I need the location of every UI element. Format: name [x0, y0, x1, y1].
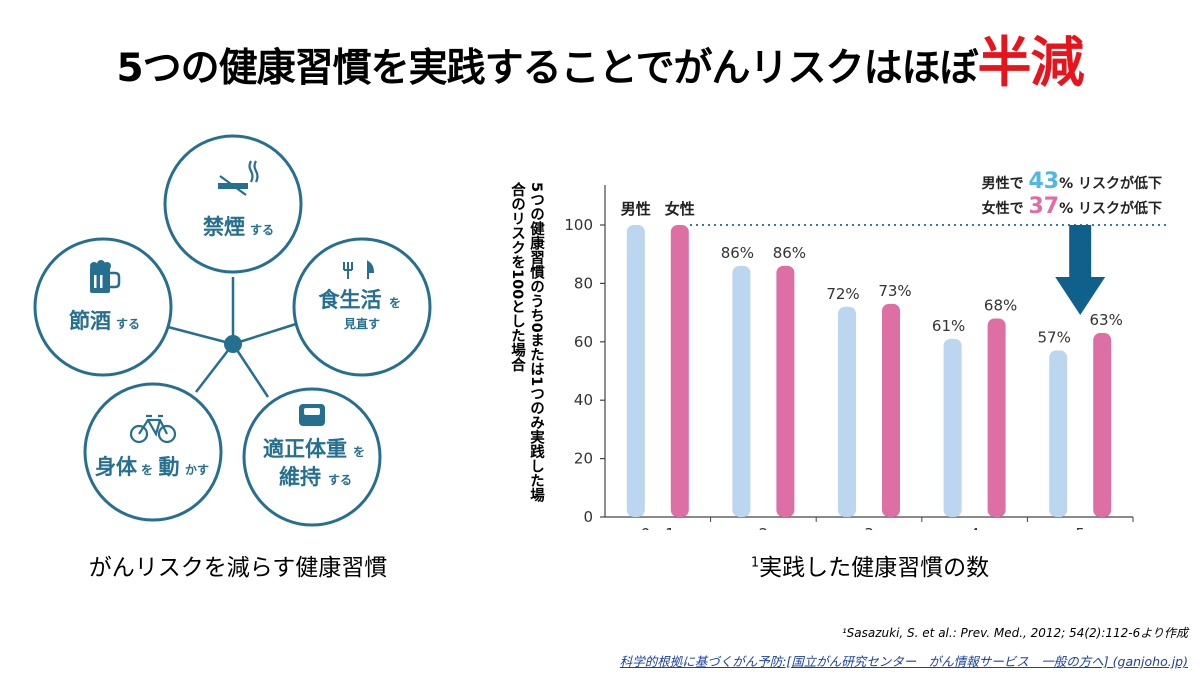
data-label: 57%	[1038, 329, 1071, 347]
bar-male	[732, 265, 751, 517]
habit-no-smoking: 禁煙 する	[163, 134, 303, 274]
habit-suffix: する	[250, 223, 274, 237]
habit-label: 身体	[95, 455, 138, 479]
habit-label-2: 動	[159, 455, 180, 479]
scale-icon	[299, 404, 325, 426]
reference-text: ¹Sasazuki, S. et al.: Prev. Med., 2012; …	[841, 626, 1188, 640]
habit-label: 節酒	[69, 309, 111, 333]
x-tick-label: 3	[864, 525, 874, 530]
y-tick-label: 0	[583, 508, 593, 526]
x-axis-label: 1実践した健康習慣の数	[600, 548, 1140, 582]
x-tick-label: 0〜1	[641, 525, 675, 530]
connector-line	[167, 325, 234, 346]
habit-diet: 食生活 を 見直す	[292, 237, 432, 377]
no-smoking-icon	[218, 160, 259, 196]
habit-exercise: 身体 を 動 かす	[83, 382, 223, 522]
habit-label: 食生活	[319, 288, 382, 312]
y-tick-label: 100	[564, 216, 593, 234]
x-tick-label: 2	[759, 525, 769, 530]
down-arrow-icon	[1055, 225, 1106, 315]
data-label: 61%	[932, 317, 965, 335]
annotation-text: 女性で 37% リスクが低下	[982, 194, 1162, 219]
habit-suffix: を	[389, 296, 401, 310]
hub-dot	[224, 335, 242, 353]
x-tick-label: 5	[1075, 525, 1085, 530]
habit-suffix: を	[353, 445, 365, 459]
habit-suffix-2: する	[328, 473, 352, 487]
data-label: 72%	[826, 285, 859, 303]
bar-female	[882, 303, 900, 517]
data-label: 68%	[984, 296, 1017, 314]
bar-female	[670, 225, 689, 517]
habit-weight: 適正体重 を 維持 する	[242, 387, 382, 527]
habit-suffix: する	[116, 317, 140, 331]
bar-female	[987, 318, 1006, 517]
habit-label: 適正体重	[263, 437, 347, 461]
habit-suffix: を	[141, 463, 153, 477]
source-link[interactable]: 科学的根拠に基づくがん予防:[国立がん研究センター がん情報サービス 一般の方へ…	[619, 654, 1188, 669]
y-tick-label: 20	[574, 450, 593, 468]
y-axis: 0 20 40 60 80 100 0〜1 2 3 4 5	[564, 185, 1168, 530]
x-axis-label-text: 実践した健康習慣の数	[759, 555, 990, 581]
risk-bar-chart: 0 20 40 60 80 100 0〜1 2 3 4 5 86% 86% 72% 73% 61% 68% 57…	[564, 169, 1168, 530]
connector-line	[231, 343, 270, 398]
legend-female: 女性	[665, 200, 695, 218]
bar-male	[1049, 350, 1068, 517]
beer-mug-icon	[90, 260, 121, 293]
fork-knife-icon	[343, 260, 375, 279]
data-label: 86%	[721, 244, 754, 262]
habit-moderate-drinking: 節酒 する	[33, 237, 173, 377]
connector-line	[195, 343, 234, 393]
data-label: 86%	[773, 244, 806, 262]
diagram-caption: がんリスクを減らす健康習慣	[88, 555, 388, 581]
connector-line	[232, 322, 297, 346]
data-label: 73%	[878, 282, 911, 300]
slide-title: 5つの健康習慣を実践することでがんリスクはほぼ半減	[0, 18, 1200, 97]
x-axis-label-sup: 1	[750, 555, 760, 571]
annotation-text: 男性で 43% リスクが低下	[982, 169, 1162, 194]
bar-female	[1093, 333, 1112, 517]
title-emphasis: 半減	[977, 31, 1084, 94]
bar-male	[838, 306, 856, 517]
bicycle-icon	[129, 414, 177, 444]
data-label: 63%	[1090, 311, 1123, 329]
legend-male: 男性	[621, 200, 651, 218]
y-tick-label: 60	[574, 333, 593, 351]
habit-suffix-2: かす	[185, 463, 209, 477]
habit-label: 禁煙	[203, 215, 245, 239]
bar-female	[776, 265, 795, 517]
habit-sub: 見直す	[343, 316, 380, 331]
title-main: 5つの健康習慣を実践することでがんリスクはほぼ	[116, 46, 979, 91]
habits-diagram: 禁煙 する 食生活 を 見直す 適正体重 を 維持 する	[33, 134, 432, 527]
y-tick-label: 80	[574, 274, 593, 292]
x-tick-label: 4	[970, 525, 980, 530]
bars: 86% 86% 72% 73% 61% 68% 57% 63% 男性 女性	[621, 200, 1123, 517]
habit-label-2: 維持	[279, 465, 321, 489]
y-axis-label: 5つの健康習慣のうち0または1つのみ実践した場合のリスクを100とした場合	[509, 182, 544, 503]
bar-male	[626, 225, 645, 517]
bar-male	[943, 338, 962, 517]
y-tick-label: 40	[574, 391, 593, 409]
